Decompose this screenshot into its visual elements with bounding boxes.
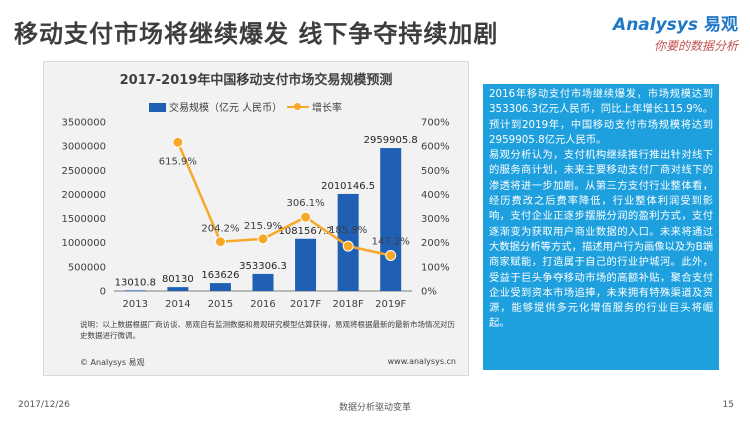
brand-logo: Analysys 易观 你要的数据分析 xyxy=(613,10,738,54)
y-left-tick-label: 1500000 xyxy=(61,214,106,225)
y-right-tick-label: 200% xyxy=(421,238,450,249)
bar-value-label: 353306.3 xyxy=(239,261,287,272)
y-right-tick-label: 500% xyxy=(421,166,450,177)
y-right-tick-label: 700% xyxy=(421,118,450,129)
growth-point xyxy=(300,211,312,223)
brand-name-cn: 易观 xyxy=(704,15,738,35)
legend-bar-series: 交易规模（亿元 人民币） xyxy=(149,99,282,114)
chart-footer-url: www.analysys.cn xyxy=(387,357,456,366)
footer-slogan: 数据分析驱动变革 xyxy=(338,403,411,413)
bar-value-label: 13010.8 xyxy=(115,277,156,288)
growth-value-label: 204.2% xyxy=(201,224,239,235)
growth-point xyxy=(214,236,226,248)
brand-name: Analysys 易观 xyxy=(613,10,738,35)
slide-title: 移动支付市场将继续爆发 线下争夺持续加剧 xyxy=(14,20,499,48)
y-right-tick-label: 0% xyxy=(421,287,437,298)
growth-value-label: 185.9% xyxy=(329,225,367,236)
bar-value-label: 80130 xyxy=(162,274,194,285)
chart-footer-logo: © Analysys 易观 xyxy=(80,358,145,367)
chart-panel: 2017-2019年中国移动支付市场交易规模预测 交易规模（亿元 人民币） 增长… xyxy=(43,61,469,376)
y-left-tick-label: 2500000 xyxy=(61,166,106,177)
analysis-panel: 2016年移动支付市场继续爆发，市场规模达到353306.3亿元人民币，同比上年… xyxy=(483,84,719,370)
bar xyxy=(209,283,231,291)
growth-value-label: 147.2% xyxy=(372,236,410,247)
brand-a-icon: A xyxy=(613,15,627,35)
y-left-tick-label: 3000000 xyxy=(61,142,106,153)
growth-value-label: 215.9% xyxy=(244,221,282,232)
bar-value-label: 2010146.5 xyxy=(321,181,375,192)
growth-value-label: 615.9% xyxy=(159,156,197,167)
chart-plot: 0 500000 1000000 1500000 2000000 2500000 30000… xyxy=(61,118,450,311)
chart-title: 2017-2019年中国移动支付市场交易规模预测 xyxy=(119,73,393,88)
y-right-tick-label: 100% xyxy=(421,262,450,273)
legend-bar-label: 交易规模（亿元 人民币） xyxy=(169,103,283,114)
growth-value-label: 306.1% xyxy=(287,198,325,209)
x-tick-label: 2015 xyxy=(208,299,233,310)
y-left-tick-label: 1000000 xyxy=(61,238,106,249)
bar-value-label: 1081567.2 xyxy=(279,226,333,237)
y-right-tick-label: 300% xyxy=(421,214,450,225)
legend-line-series: 增长率 xyxy=(287,99,342,114)
bar-value-label: 163626 xyxy=(201,270,239,281)
growth-point xyxy=(385,249,397,261)
bar xyxy=(167,287,189,291)
legend-line-swatch xyxy=(287,102,309,112)
growth-point xyxy=(172,136,184,148)
y-left-tick-label: 0 xyxy=(100,287,106,298)
bar-value-label: 2959905.8 xyxy=(364,135,418,146)
y-left-tick-label: 500000 xyxy=(68,262,106,273)
brand-slogan: 你要的数据分析 xyxy=(653,39,738,53)
analysis-paragraph-2: 易观分析认为，支付机构继续推行推出针对线下的服务商计划，未来主要移动支付厂商对线… xyxy=(489,149,713,330)
chart-note: 说明：以上数据根据厂商访谈、易观自有监测数据和易观研究模型估算获得，易观将根据最… xyxy=(80,320,455,340)
x-tick-label: 2019F xyxy=(375,299,406,310)
brand-name-en: nalysys xyxy=(626,15,698,35)
x-tick-label: 2013 xyxy=(123,299,148,310)
bar xyxy=(295,238,317,291)
analysis-paragraph-1: 2016年移动支付市场继续爆发，市场规模达到353306.3亿元人民币，同比上年… xyxy=(489,88,713,146)
y-left-tick-label: 2000000 xyxy=(61,190,106,201)
page-number: 15 xyxy=(722,400,734,410)
bar xyxy=(124,290,146,292)
growth-line xyxy=(176,141,391,257)
footer-date: 2017/12/26 xyxy=(18,400,70,410)
bar xyxy=(380,148,402,291)
x-tick-label: 2014 xyxy=(165,299,190,310)
legend-line-label: 增长率 xyxy=(312,103,342,114)
y-left-tick-label: 3500000 xyxy=(61,118,106,129)
growth-point xyxy=(342,240,354,252)
x-tick-label: 2017F xyxy=(290,299,321,310)
legend-bar-swatch xyxy=(149,103,166,112)
y-right-tick-label: 600% xyxy=(421,142,450,153)
x-tick-label: 2016 xyxy=(250,299,275,310)
bar xyxy=(252,273,274,291)
growth-point xyxy=(257,233,269,245)
y-right-tick-label: 400% xyxy=(421,190,450,201)
x-tick-label: 2018F xyxy=(333,299,364,310)
